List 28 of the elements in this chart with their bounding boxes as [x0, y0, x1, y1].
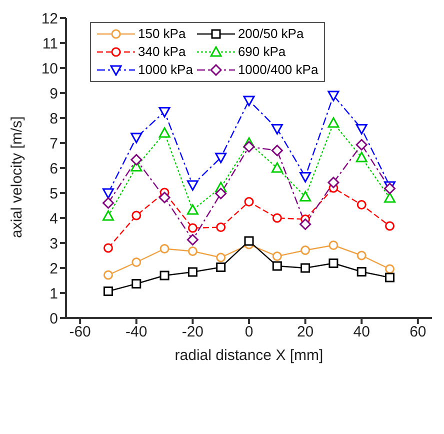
y-tick-label: 12	[41, 10, 58, 28]
y-tick-label: 4	[50, 210, 58, 228]
y-tick-label: 9	[50, 85, 58, 102]
y-tick-label: 5	[50, 185, 58, 202]
legend-label: 690 kPa	[238, 43, 286, 61]
legend-label: 1000 kPa	[138, 61, 193, 79]
y-tick-label: 0	[50, 310, 58, 328]
y-tick-label: 1	[50, 285, 58, 302]
legend-label: 150 kPa	[138, 25, 186, 43]
x-tick-label: 60	[410, 324, 426, 341]
y-tick-label: 3	[50, 235, 58, 252]
y-tick-label: 10	[41, 60, 58, 78]
x-tick-label: 0	[244, 324, 254, 341]
legend-label: 1000/400 kPa	[238, 61, 318, 79]
y-tick-label: 2	[50, 260, 58, 278]
y-tick-label: 8	[50, 110, 58, 128]
legend-label: 340 kPa	[138, 43, 186, 61]
x-tick-label: -60	[69, 324, 91, 341]
x-tick-label: -20	[182, 324, 204, 341]
y-axis-title: axial velocity [m/s]	[8, 116, 26, 238]
x-tick-label: -40	[126, 324, 148, 341]
y-tick-label: 7	[50, 135, 58, 152]
x-tick-label: 40	[353, 324, 370, 341]
x-axis-title: radial distance X [mm]	[174, 347, 324, 364]
y-tick-label: 11	[42, 35, 58, 52]
legend-label: 200/50 kPa	[238, 25, 304, 43]
y-tick-label: 6	[50, 160, 58, 178]
x-tick-label: 20	[296, 324, 314, 341]
